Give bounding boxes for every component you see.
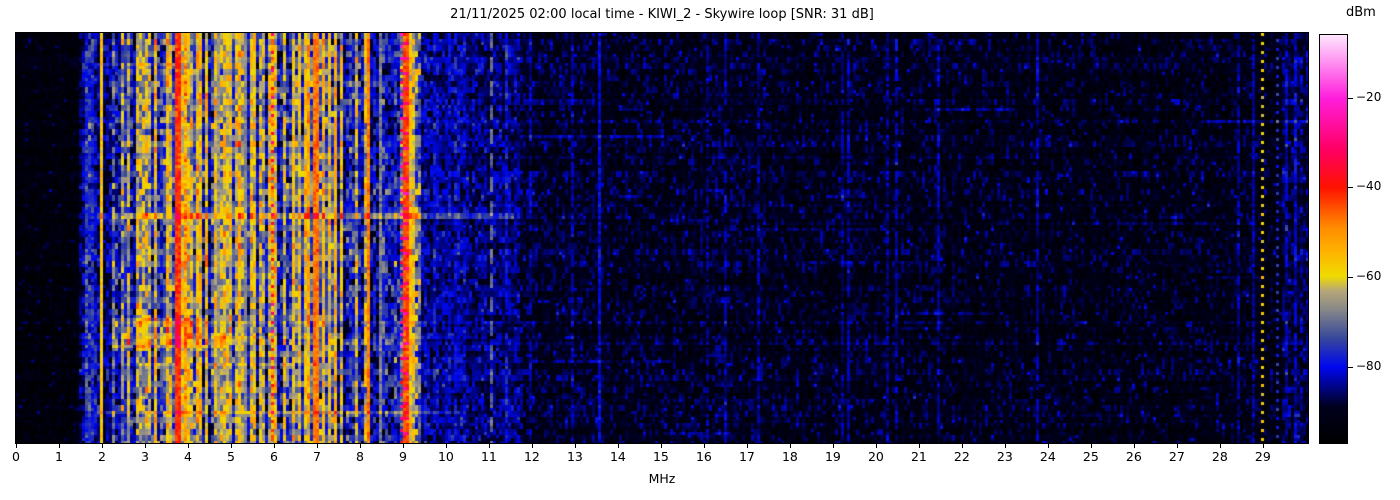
x-tick-label-2: 2	[98, 449, 106, 464]
x-tick-label-7: 7	[312, 449, 321, 464]
x-tick-label-28: 28	[1211, 449, 1228, 464]
x-tick-label-22: 22	[953, 449, 970, 464]
x-tick-label-4: 4	[183, 449, 192, 464]
colorbar-tick-label--60: −60	[1356, 269, 1382, 284]
x-tick-mark-10	[445, 444, 447, 448]
colorbar	[1319, 34, 1348, 444]
x-tick-label-10: 10	[437, 449, 454, 464]
colorbar-tick-mark--40	[1348, 187, 1353, 189]
colorbar-tick-mark--60	[1348, 277, 1353, 279]
colorbar-tick-label--20: −20	[1356, 89, 1382, 104]
x-tick-label-29: 29	[1254, 449, 1271, 464]
x-axis-label: MHz	[648, 471, 676, 486]
x-tick-mark-6	[273, 444, 275, 448]
x-tick-mark-14	[617, 444, 619, 448]
x-tick-mark-15	[660, 444, 662, 448]
x-tick-mark-26	[1133, 444, 1135, 448]
x-tick-mark-0	[16, 444, 17, 448]
x-tick-mark-1	[58, 444, 60, 448]
x-tick-mark-22	[961, 444, 963, 448]
x-tick-label-13: 13	[566, 449, 583, 464]
x-tick-mark-8	[359, 444, 361, 448]
x-tick-label-16: 16	[695, 449, 712, 464]
x-tick-label-18: 18	[781, 449, 798, 464]
colorbar-tick-mark--80	[1348, 366, 1353, 368]
x-tick-label-0: 0	[12, 449, 20, 464]
x-tick-mark-11	[488, 444, 490, 448]
x-tick-label-26: 26	[1125, 449, 1142, 464]
x-tick-mark-16	[703, 444, 705, 448]
x-tick-mark-29	[1262, 444, 1264, 448]
x-tick-label-9: 9	[398, 449, 407, 464]
x-tick-mark-21	[918, 444, 920, 448]
x-tick-mark-17	[746, 444, 748, 448]
colorbar-tick-mark--20	[1348, 97, 1353, 99]
x-tick-mark-9	[402, 444, 404, 448]
colorbar-tick-label--40: −40	[1356, 179, 1382, 194]
x-tick-mark-2	[101, 444, 103, 448]
x-tick-mark-25	[1090, 444, 1092, 448]
x-tick-mark-24	[1047, 444, 1049, 448]
x-tick-mark-28	[1219, 444, 1221, 448]
figure-title: 21/11/2025 02:00 local time - KIWI_2 - S…	[450, 7, 874, 22]
x-tick-mark-4	[187, 444, 189, 448]
x-tick-label-6: 6	[269, 449, 278, 464]
x-tick-label-3: 3	[141, 449, 149, 464]
colorbar-tick-label--80: −80	[1356, 358, 1382, 373]
x-tick-label-23: 23	[996, 449, 1013, 464]
spectrogram-canvas	[16, 33, 1308, 443]
x-tick-label-8: 8	[355, 449, 364, 464]
x-tick-label-17: 17	[738, 449, 755, 464]
x-tick-label-1: 1	[55, 449, 63, 464]
x-tick-label-21: 21	[910, 449, 927, 464]
x-tick-mark-19	[832, 444, 834, 448]
x-tick-label-12: 12	[523, 449, 540, 464]
x-tick-label-19: 19	[824, 449, 841, 464]
x-tick-mark-7	[316, 444, 318, 448]
x-tick-mark-23	[1004, 444, 1006, 448]
x-tick-mark-18	[789, 444, 791, 448]
colorbar-canvas	[1320, 35, 1347, 443]
plot-area	[15, 32, 1309, 444]
x-tick-label-27: 27	[1168, 449, 1185, 464]
x-tick-label-25: 25	[1082, 449, 1099, 464]
colorbar-unit-label: dBm	[1346, 5, 1376, 20]
x-tick-mark-3	[144, 444, 146, 448]
x-tick-mark-12	[531, 444, 533, 448]
x-tick-label-14: 14	[609, 449, 626, 464]
x-tick-mark-13	[574, 444, 576, 448]
x-tick-mark-27	[1176, 444, 1178, 448]
x-tick-mark-5	[230, 444, 232, 448]
x-tick-label-20: 20	[867, 449, 884, 464]
x-tick-label-11: 11	[480, 449, 497, 464]
x-tick-mark-20	[875, 444, 877, 448]
x-tick-label-15: 15	[652, 449, 669, 464]
x-tick-label-24: 24	[1039, 449, 1056, 464]
x-tick-label-5: 5	[226, 449, 235, 464]
